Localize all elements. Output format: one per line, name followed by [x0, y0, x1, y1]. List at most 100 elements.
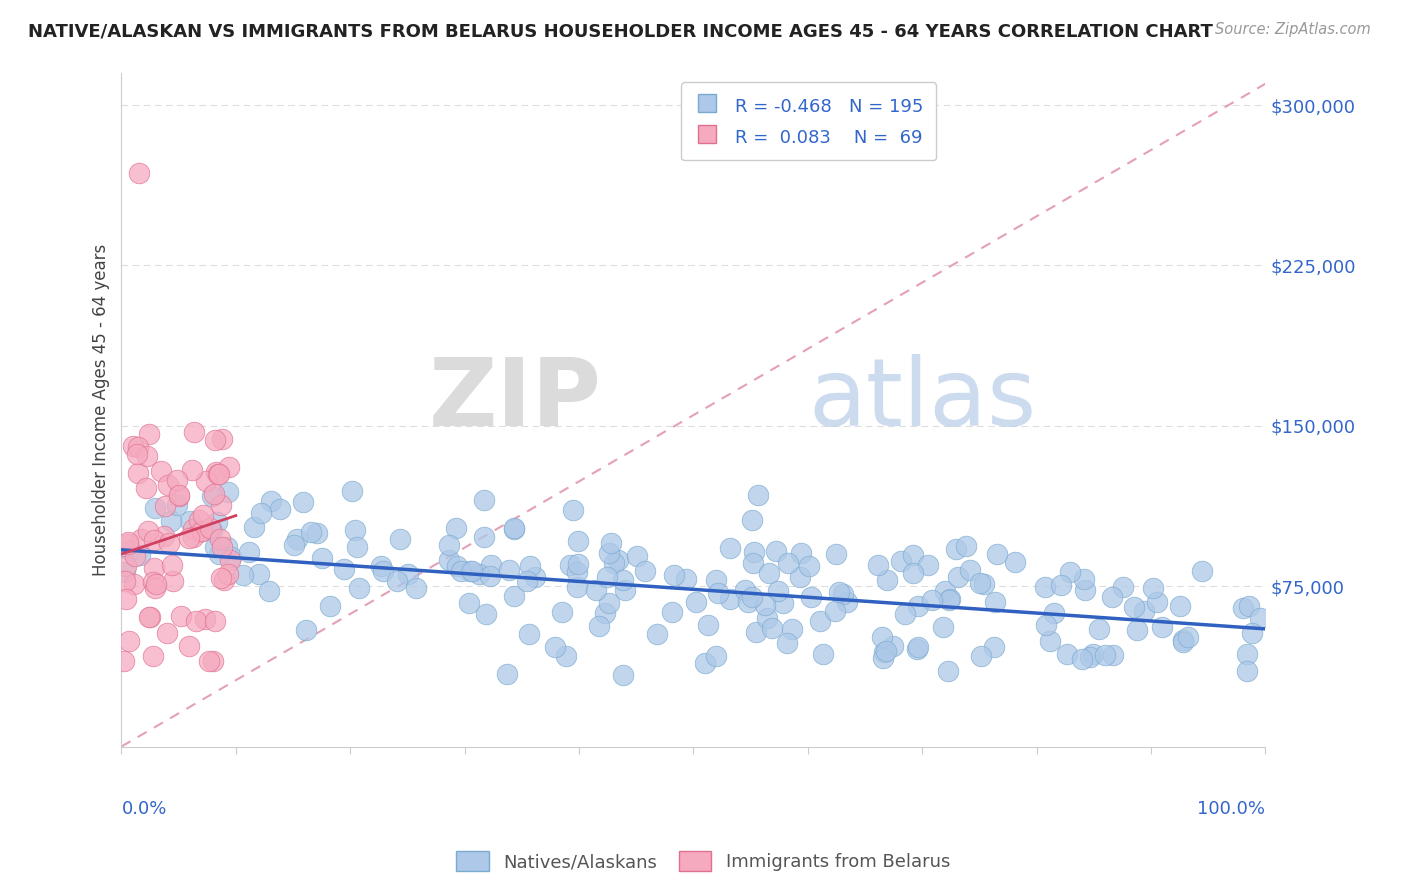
Point: [565, 580, 588, 594]
Point: [498, 564, 520, 578]
Point: [211, 540, 233, 554]
Point: [1088, 622, 1111, 636]
Point: [340, 483, 363, 498]
Point: [697, 617, 720, 632]
Point: [707, 586, 730, 600]
Point: [875, 644, 897, 658]
Point: [496, 666, 519, 681]
Point: [136, 449, 159, 463]
Point: [761, 621, 783, 635]
Point: [118, 633, 141, 648]
Point: [1191, 564, 1213, 578]
Point: [776, 636, 799, 650]
Point: [177, 531, 200, 545]
Point: [219, 553, 242, 567]
Point: [503, 522, 526, 536]
Point: [983, 640, 1005, 654]
Point: [156, 478, 179, 492]
Point: [212, 573, 235, 587]
Point: [204, 433, 226, 447]
Point: [502, 589, 524, 603]
Point: [149, 464, 172, 478]
Point: [612, 574, 634, 588]
Point: [603, 556, 626, 570]
Point: [907, 640, 929, 655]
Text: 0.0%: 0.0%: [121, 800, 167, 818]
Point: [742, 557, 765, 571]
Point: [519, 558, 541, 573]
Point: [207, 467, 229, 481]
Point: [250, 506, 273, 520]
Point: [211, 432, 233, 446]
Point: [973, 577, 995, 591]
Point: [201, 654, 224, 668]
Point: [198, 654, 221, 668]
Point: [128, 166, 150, 180]
Point: [1101, 648, 1123, 663]
Point: [555, 648, 578, 663]
Point: [1056, 647, 1078, 661]
Point: [117, 537, 139, 551]
Point: [458, 596, 481, 610]
Point: [215, 541, 238, 555]
Point: [837, 595, 859, 609]
Point: [503, 521, 526, 535]
Point: [157, 536, 180, 550]
Point: [1126, 624, 1149, 638]
Point: [1241, 626, 1264, 640]
Point: [232, 568, 254, 582]
Point: [127, 447, 149, 461]
Point: [122, 439, 145, 453]
Point: [596, 570, 619, 584]
Point: [124, 549, 146, 564]
Point: [1177, 631, 1199, 645]
Point: [294, 623, 316, 637]
Text: NATIVE/ALASKAN VS IMMIGRANTS FROM BELARUS HOUSEHOLDER INCOME AGES 45 - 64 YEARS : NATIVE/ALASKAN VS IMMIGRANTS FROM BELARU…: [28, 22, 1213, 40]
Point: [718, 541, 741, 555]
Point: [257, 583, 280, 598]
Point: [516, 574, 538, 589]
Point: [706, 648, 728, 663]
Point: [825, 548, 848, 562]
Point: [585, 583, 607, 598]
Point: [600, 536, 623, 550]
Point: [565, 565, 588, 579]
Point: [446, 558, 468, 573]
Point: [1249, 611, 1271, 625]
Point: [209, 499, 232, 513]
Point: [661, 605, 683, 619]
Point: [544, 640, 567, 655]
Point: [959, 563, 981, 577]
Point: [138, 610, 160, 624]
Point: [1070, 652, 1092, 666]
Legend: R = -0.468   N = 195, R =  0.083    N =  69: R = -0.468 N = 195, R = 0.083 N = 69: [681, 82, 936, 161]
Point: [1033, 580, 1056, 594]
Point: [1168, 599, 1191, 613]
Point: [595, 606, 617, 620]
Point: [1059, 565, 1081, 579]
Point: [478, 568, 501, 582]
Point: [969, 576, 991, 591]
Point: [131, 532, 153, 546]
Point: [1004, 555, 1026, 569]
Point: [475, 607, 498, 621]
Point: [567, 533, 589, 548]
Point: [1232, 601, 1254, 615]
Point: [1171, 632, 1194, 647]
Point: [772, 596, 794, 610]
Point: [876, 573, 898, 587]
Point: [181, 522, 204, 536]
Point: [201, 524, 224, 538]
Point: [181, 463, 204, 477]
Point: [811, 647, 834, 661]
Point: [344, 523, 367, 537]
Point: [162, 574, 184, 589]
Point: [219, 550, 242, 565]
Point: [127, 466, 149, 480]
Point: [166, 473, 188, 487]
Point: [901, 549, 924, 563]
Point: [114, 574, 136, 588]
Point: [238, 545, 260, 559]
Point: [160, 514, 183, 528]
Point: [872, 651, 894, 665]
